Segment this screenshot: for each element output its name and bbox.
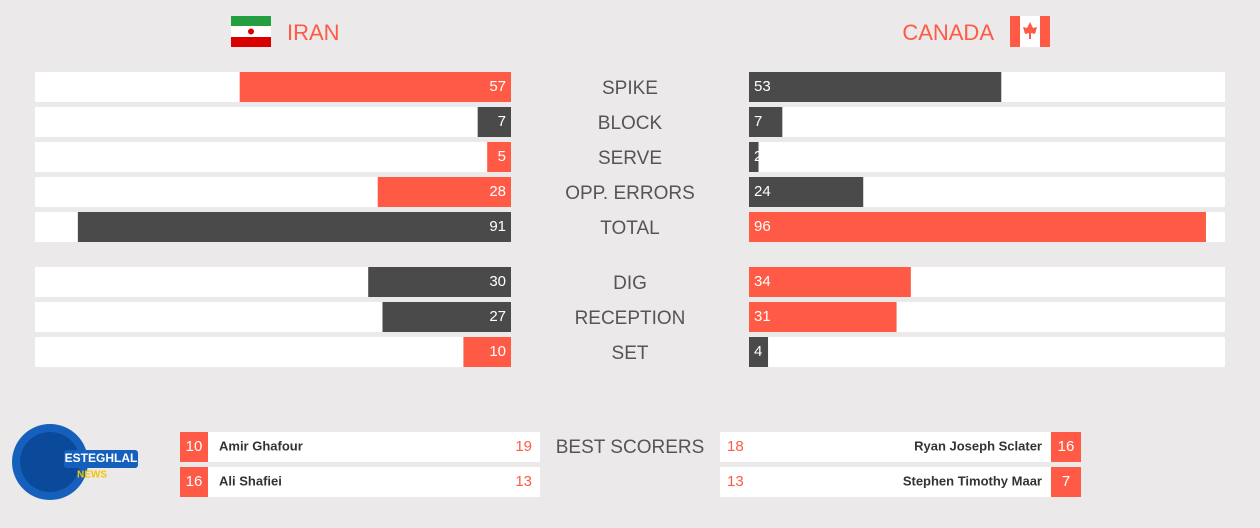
away-bar	[749, 72, 1002, 102]
home-value: 7	[498, 113, 506, 130]
player-points: 13	[727, 473, 744, 490]
away-value: 53	[754, 78, 771, 95]
scorer-row	[208, 432, 540, 462]
home-value: 30	[489, 273, 506, 290]
canada-flag	[1010, 16, 1050, 47]
logo: ESTEGHLAL NEWS	[12, 424, 138, 500]
away-value: 24	[754, 183, 771, 200]
away-bar	[749, 302, 897, 332]
number-box	[180, 432, 208, 462]
scorer-row	[720, 467, 1051, 497]
away-bar	[749, 267, 911, 297]
away-bar	[749, 337, 769, 367]
home-value: 91	[489, 218, 506, 235]
home-value: 10	[489, 343, 506, 360]
scorer-row	[720, 432, 1051, 462]
away-value: 7	[754, 113, 762, 130]
home-bar	[368, 267, 511, 297]
jersey-number: 10	[186, 438, 203, 455]
scorer-row	[208, 467, 540, 497]
away-value: 2	[754, 148, 762, 165]
number-box	[1051, 467, 1081, 497]
logo-text: ESTEGHLAL	[65, 451, 138, 465]
row-bg	[35, 142, 511, 172]
home-team: IRAN	[287, 20, 340, 45]
player-name: Amir Ghafour	[219, 438, 303, 453]
jersey-number: 7	[1062, 473, 1070, 490]
stat-label: SERVE	[598, 148, 662, 169]
row-bg	[35, 107, 511, 137]
stat-label: SPIKE	[602, 78, 658, 99]
home-bar	[239, 72, 511, 102]
away-bar	[749, 142, 759, 172]
stat-label: TOTAL	[600, 218, 659, 239]
row-bg	[35, 337, 511, 367]
row-bg	[749, 107, 1225, 137]
home-bar	[463, 337, 511, 367]
away-value: 96	[754, 218, 771, 235]
away-bar	[749, 177, 864, 207]
jersey-number: 16	[186, 473, 203, 490]
player-points: 13	[515, 473, 532, 490]
home-bar	[377, 177, 511, 207]
best-scorers-title: BEST SCORERS	[556, 437, 705, 458]
away-value: 31	[754, 308, 771, 325]
stat-label: DIG	[613, 273, 647, 294]
stat-label: OPP. ERRORS	[565, 183, 695, 204]
number-box	[180, 467, 208, 497]
jersey-number: 16	[1058, 438, 1075, 455]
player-points: 18	[727, 438, 744, 455]
player-name: Stephen Timothy Maar	[903, 473, 1042, 488]
away-bar	[749, 212, 1206, 242]
away-team: CANADA	[902, 20, 994, 45]
row-bg	[749, 337, 1225, 367]
home-value: 57	[489, 78, 506, 95]
logo-text: NEWS	[77, 470, 107, 481]
away-bar	[749, 107, 783, 137]
home-value: 5	[498, 148, 506, 165]
number-box	[1051, 432, 1081, 462]
player-name: Ali Shafiei	[219, 473, 282, 488]
iran-flag	[231, 16, 271, 47]
home-bar	[382, 302, 511, 332]
stat-label: BLOCK	[598, 113, 663, 134]
home-bar	[487, 142, 511, 172]
away-value: 4	[754, 343, 762, 360]
away-value: 34	[754, 273, 771, 290]
player-points: 19	[515, 438, 532, 455]
stat-label: SET	[612, 343, 649, 364]
home-value: 28	[489, 183, 506, 200]
home-bar	[77, 212, 511, 242]
home-bar	[477, 107, 511, 137]
row-bg	[749, 142, 1225, 172]
home-value: 27	[489, 308, 506, 325]
stat-label: RECEPTION	[575, 308, 686, 329]
player-name: Ryan Joseph Sclater	[914, 438, 1042, 453]
